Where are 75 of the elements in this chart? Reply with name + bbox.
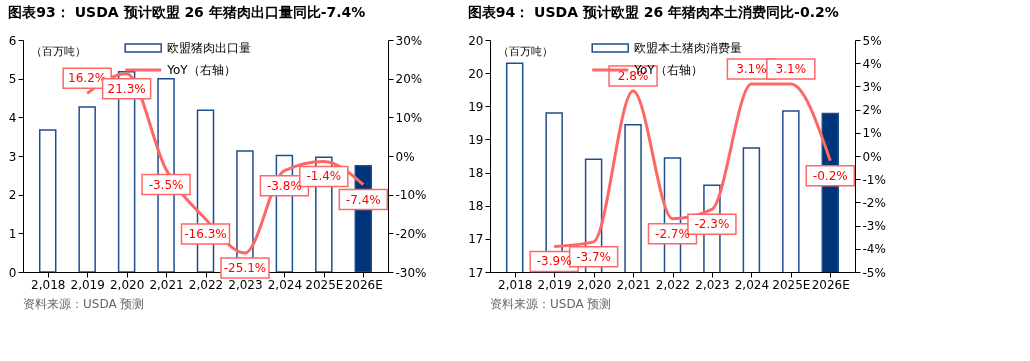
annotation: （百万吨） [31, 45, 86, 58]
x-tick-label: 2,022 [188, 277, 224, 292]
y2-tick-label: 3% [862, 79, 882, 94]
data-label: -3.7% [576, 249, 612, 264]
data-label: -7.4% [345, 192, 381, 207]
y2-tick-label: -4% [862, 242, 886, 257]
x-tick-label: 2,020 [109, 277, 145, 292]
y2-tick-label: 10% [395, 110, 423, 125]
x-tick-label: 2025E [772, 277, 811, 292]
data-label: -25.1% [223, 261, 267, 276]
y2-tick-label: -20% [395, 226, 427, 241]
x-tick-label: 2,021 [149, 277, 184, 292]
y2-tick-label: -3% [862, 219, 886, 234]
y-tick-label: 5 [8, 72, 17, 87]
x-tick-label: 2025E [305, 277, 344, 292]
chart-title: 图表93： USDA 预计欧盟 26 年猪肉出口量同比-7.4% [8, 4, 366, 20]
annotation: （百万吨） [498, 45, 553, 58]
data-label: -2.7% [655, 226, 690, 241]
y2-tick-label: 1% [862, 126, 882, 141]
data-label: -0.2% [812, 168, 848, 183]
y-tick-label: 20 [468, 33, 484, 48]
y-tick-label: 2 [8, 188, 17, 203]
y-tick-label: 18 [468, 199, 484, 214]
y2-tick-label: 30% [395, 33, 423, 48]
bar [78, 106, 96, 272]
x-tick-label: 2,022 [655, 277, 691, 292]
y2-tick-label: -10% [395, 188, 427, 203]
y-tick-label: 19 [468, 99, 484, 114]
y2-tick-label: 0% [395, 149, 415, 164]
y-tick-label: 17 [468, 265, 484, 280]
x-tick-label: 2026E [344, 277, 383, 292]
text: 资料来源：USDA 预测 [490, 297, 612, 311]
data-label: -2.3% [694, 217, 730, 232]
x-tick-label: 2,019 [537, 277, 572, 292]
y2-tick-label: 0% [862, 149, 882, 164]
x-tick-label: 2,024 [734, 277, 770, 292]
x-tick-label: 2,024 [267, 277, 303, 292]
legend-label: 欧盟本土猪肉消费量 [634, 41, 743, 55]
y-tick-label: 20 [468, 66, 484, 81]
x-tick-label: 2,021 [616, 277, 651, 292]
data-label: 3.1% [736, 62, 767, 77]
x-tick-label: 2,023 [695, 277, 730, 292]
y2-tick-label: 5% [862, 33, 882, 48]
chart-title: 图表94： USDA 预计欧盟 26 年猪肉本土消费同比-0.2% [467, 4, 839, 20]
legend-label: 欧盟猪肉出口量 [167, 41, 252, 55]
text: 资料来源：USDA 预测 [23, 297, 145, 311]
x-tick-label: 2026E [811, 277, 850, 292]
legend-label: YoY（右轴） [166, 63, 236, 77]
y-tick-label: 6 [8, 33, 17, 48]
data-label: -3.5% [148, 177, 184, 192]
y2-tick-label: -2% [862, 195, 886, 210]
data-label: 3.1% [775, 62, 807, 77]
x-tick-label: 2,018 [31, 277, 66, 292]
x-tick-label: 2,023 [228, 277, 263, 292]
y-tick-label: 19 [468, 132, 484, 147]
data-label: -3.8% [266, 178, 302, 193]
bar [38, 129, 57, 272]
y-tick-label: 3 [8, 149, 17, 164]
y2-tick-label: 2% [862, 103, 882, 118]
x-tick-label: 2,019 [70, 277, 105, 292]
y-tick-label: 18 [468, 166, 484, 181]
x-tick-label: 2,018 [498, 277, 533, 292]
y2-tick-label: 20% [395, 72, 423, 87]
y-tick-label: 1 [8, 226, 17, 241]
data-label: -1.4% [306, 169, 342, 184]
data-label: 21.3% [107, 81, 146, 96]
y2-tick-label: 4% [862, 56, 882, 71]
y-tick-label: 0 [8, 265, 17, 280]
y2-tick-label: -30% [395, 265, 427, 280]
y-tick-label: 4 [8, 110, 17, 125]
data-label: -16.3% [184, 227, 227, 242]
x-tick-label: 2,020 [576, 277, 612, 292]
y-tick-label: 17 [468, 232, 484, 247]
y2-tick-label: -5% [862, 265, 886, 280]
y2-tick-label: -1% [862, 172, 886, 187]
